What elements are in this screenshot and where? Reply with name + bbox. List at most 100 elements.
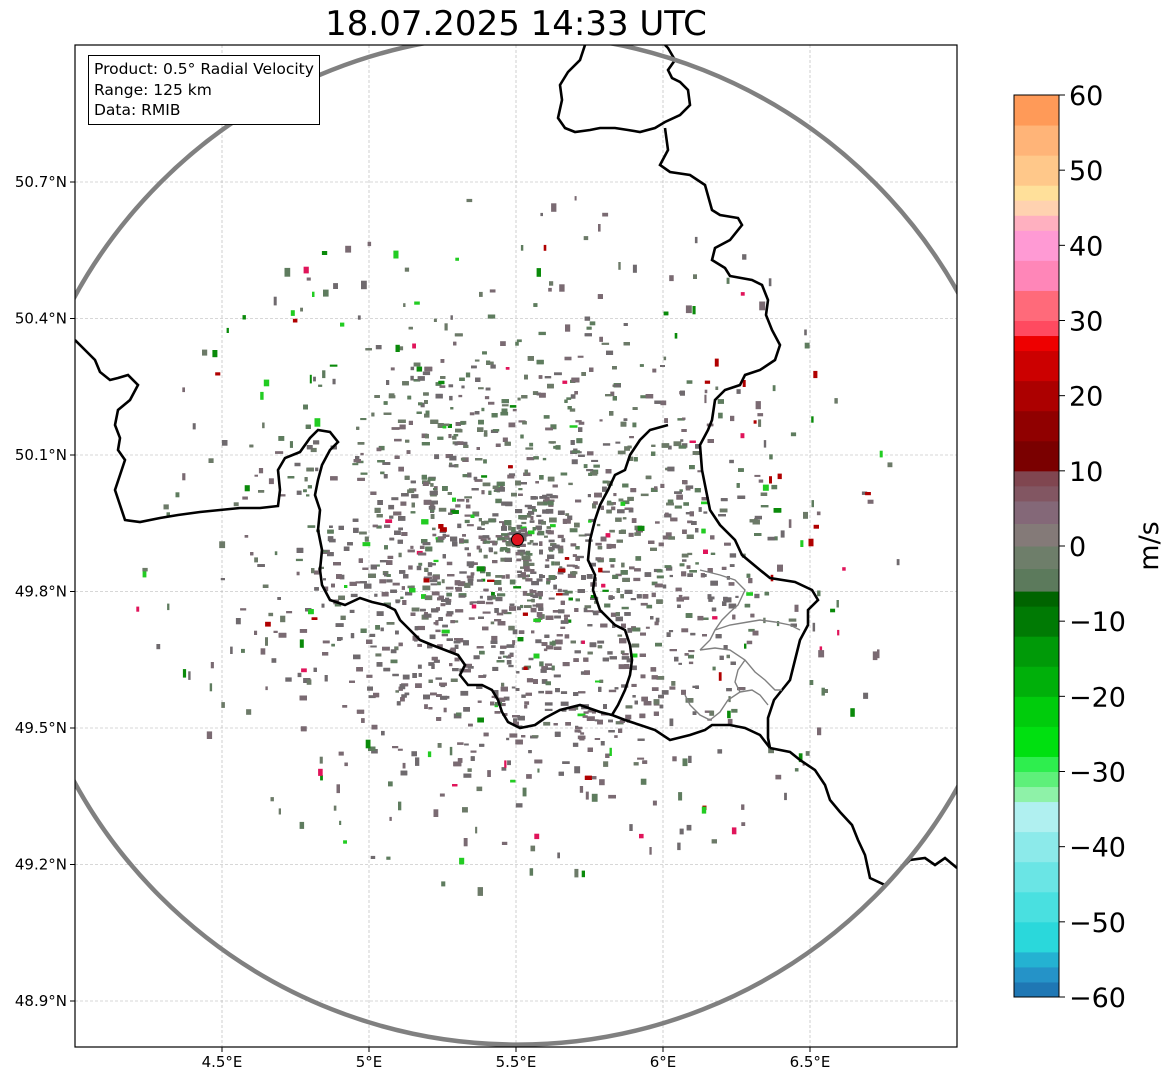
- echo-cell: [392, 673, 399, 677]
- colorbar-segment: [1014, 440, 1059, 472]
- echo-cell: [424, 567, 429, 572]
- echo-cell: [368, 695, 376, 699]
- echo-cell: [579, 735, 585, 741]
- echo-cell: [590, 717, 594, 720]
- echo-cell: [586, 469, 594, 472]
- echo-cell: [672, 756, 677, 762]
- echo-cell: [482, 351, 487, 355]
- echo-cell: [585, 791, 589, 800]
- echo-cell: [548, 441, 556, 444]
- echo-cell: [551, 203, 557, 212]
- echo-cell: [500, 686, 508, 692]
- x-tick-label: 5.5°E: [496, 1053, 537, 1071]
- echo-cell: [538, 607, 544, 611]
- echo-cell: [280, 615, 286, 623]
- echo-cell: [572, 564, 578, 568]
- echo-cell: [634, 568, 641, 572]
- echo-cell: [428, 662, 435, 666]
- echo-cell: [639, 713, 646, 719]
- echo-cell: [654, 486, 658, 490]
- echo-cell: [516, 524, 523, 530]
- echo-cell: [494, 711, 501, 714]
- echo-cell: [617, 509, 625, 514]
- echo-cell: [649, 847, 652, 855]
- echo-cell: [472, 511, 480, 517]
- echo-cell: [599, 336, 603, 342]
- echo-cell: [537, 530, 545, 536]
- echo-cell: [506, 644, 515, 648]
- echo-cell: [482, 482, 491, 487]
- echo-cell: [422, 371, 431, 376]
- echo-cell: [479, 743, 485, 747]
- colorbar-segment: [1014, 260, 1059, 291]
- echo-cell: [678, 662, 682, 665]
- echo-cell: [497, 593, 506, 597]
- echo-cell: [601, 583, 606, 588]
- echo-cell: [501, 408, 508, 413]
- echo-cell: [568, 482, 573, 486]
- echo-cell: [408, 565, 413, 570]
- echo-cell: [800, 540, 804, 547]
- echo-cell: [490, 701, 495, 706]
- echo-cell: [668, 536, 675, 540]
- echo-cell: [504, 520, 512, 526]
- echo-cell: [532, 391, 539, 395]
- echo-cell: [393, 250, 399, 259]
- echo-cell: [529, 442, 534, 447]
- echo-cell: [494, 704, 498, 708]
- echo-cell: [435, 629, 441, 633]
- echo-cell: [650, 487, 658, 492]
- echo-cell: [386, 574, 391, 577]
- echo-cell: [296, 571, 300, 576]
- echo-cell: [599, 679, 604, 683]
- echo-cell: [453, 640, 461, 644]
- echo-cell: [589, 642, 597, 648]
- echo-cell: [399, 570, 406, 574]
- echo-cell: [215, 372, 221, 376]
- echo-cell: [530, 515, 534, 520]
- echo-cell: [480, 538, 487, 541]
- echo-cell: [565, 513, 570, 516]
- echo-cell: [818, 650, 825, 658]
- echo-cell: [305, 424, 311, 429]
- echo-cell: [427, 751, 432, 758]
- echo-cell: [651, 592, 656, 598]
- echo-cell: [454, 441, 458, 446]
- colorbar-segment: [1014, 636, 1059, 667]
- echo-cell: [306, 679, 312, 685]
- echo-cell: [682, 417, 686, 420]
- echo-cell: [404, 267, 410, 272]
- echo-cell: [655, 617, 660, 623]
- echo-cell: [408, 488, 415, 494]
- echo-cell: [707, 594, 712, 600]
- echo-cell: [653, 711, 659, 716]
- echo-cell: [511, 527, 516, 532]
- echo-cell: [432, 527, 436, 531]
- echo-cell: [676, 494, 683, 500]
- echo-cell: [757, 413, 764, 417]
- echo-cell: [313, 440, 320, 445]
- echo-cell: [812, 622, 816, 632]
- echo-cell: [553, 674, 561, 678]
- echo-cell: [640, 493, 649, 497]
- colorbar-tick-label: 20: [1069, 382, 1103, 413]
- echo-cell: [342, 705, 348, 708]
- echo-cell: [667, 499, 674, 504]
- echo-cell: [477, 600, 485, 604]
- echo-cell: [491, 635, 498, 641]
- echo-cell: [602, 589, 609, 592]
- echo-cell: [541, 521, 546, 525]
- echo-cell: [584, 605, 592, 609]
- echo-cell: [744, 643, 747, 649]
- echo-cell: [523, 666, 528, 670]
- echo-cell: [492, 560, 498, 564]
- echo-cell: [497, 621, 506, 626]
- echo-cell: [531, 630, 535, 634]
- echo-cell: [524, 504, 532, 508]
- echo-cell: [447, 423, 452, 428]
- echo-cell: [728, 603, 737, 609]
- echo-cell: [629, 824, 633, 831]
- echo-cell: [879, 450, 883, 458]
- echo-cell: [490, 364, 496, 369]
- echo-cell: [265, 686, 268, 691]
